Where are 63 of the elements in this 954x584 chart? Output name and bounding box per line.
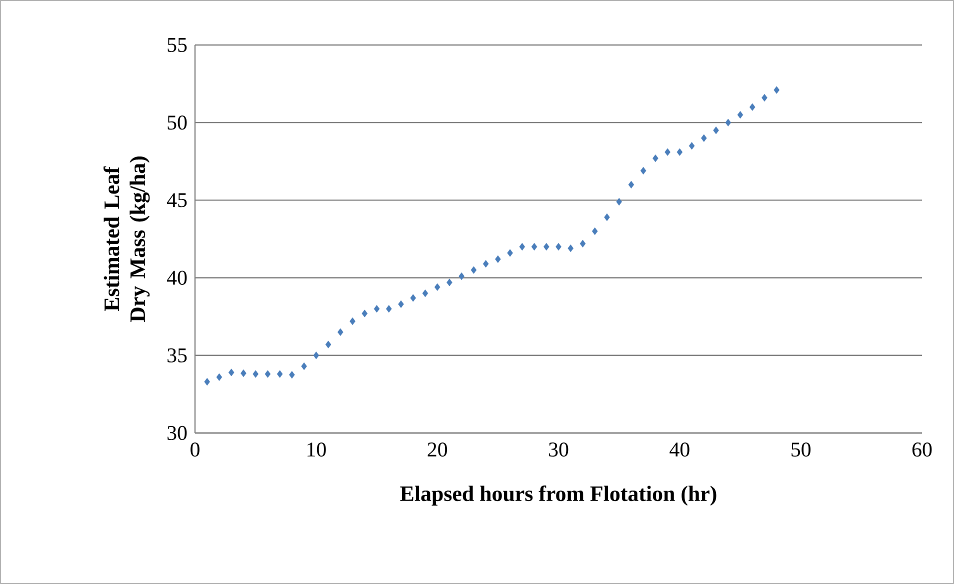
x-tick-label: 60 bbox=[912, 442, 932, 457]
point bbox=[386, 305, 392, 313]
point bbox=[301, 362, 307, 370]
point bbox=[580, 240, 586, 248]
x-tick-label: 0 bbox=[190, 442, 200, 457]
y-tick-label: 30 bbox=[168, 426, 187, 440]
point bbox=[628, 180, 634, 188]
x-tick-label: 40 bbox=[670, 442, 690, 457]
point bbox=[531, 242, 538, 251]
point bbox=[616, 198, 622, 206]
point bbox=[434, 283, 440, 291]
point bbox=[701, 134, 707, 142]
point bbox=[458, 272, 464, 280]
point bbox=[338, 328, 344, 336]
point bbox=[762, 94, 768, 102]
point bbox=[446, 278, 452, 286]
point bbox=[482, 260, 489, 268]
x-tick-label: 10 bbox=[308, 442, 326, 457]
x-tick-label: 50 bbox=[792, 442, 811, 457]
point bbox=[664, 148, 670, 156]
point bbox=[556, 242, 562, 251]
y-tick-label: 50 bbox=[168, 116, 187, 130]
point bbox=[544, 242, 550, 251]
point bbox=[592, 227, 598, 236]
point bbox=[264, 370, 271, 378]
x-tick-label: 30 bbox=[549, 442, 568, 457]
point bbox=[568, 244, 574, 252]
point bbox=[725, 118, 732, 126]
x-tick-label: 20 bbox=[428, 442, 448, 457]
point bbox=[495, 255, 501, 263]
point bbox=[362, 310, 368, 318]
point bbox=[507, 249, 513, 257]
y-axis-title: Estimated Leaf Dry Mass (kg/ha) bbox=[104, 156, 150, 322]
point bbox=[204, 378, 210, 386]
point bbox=[252, 370, 258, 378]
point bbox=[519, 242, 526, 251]
point bbox=[422, 290, 428, 298]
point bbox=[688, 142, 695, 150]
point bbox=[313, 352, 320, 360]
point bbox=[676, 148, 683, 156]
point bbox=[604, 213, 610, 222]
point bbox=[276, 370, 283, 378]
point bbox=[713, 126, 719, 134]
point bbox=[289, 371, 295, 379]
y-tick-label: 35 bbox=[168, 348, 187, 362]
point bbox=[652, 154, 658, 162]
point bbox=[470, 266, 477, 274]
point bbox=[749, 103, 756, 111]
point bbox=[640, 166, 646, 174]
point bbox=[774, 86, 780, 94]
point bbox=[410, 294, 416, 302]
point bbox=[398, 300, 404, 308]
point bbox=[737, 111, 744, 119]
x-axis-title: Elapsed hours from Flotation (hr) bbox=[400, 485, 716, 506]
point bbox=[228, 368, 234, 376]
y-tick-label: 45 bbox=[166, 193, 187, 208]
point bbox=[325, 340, 332, 348]
y-tick-label: 40 bbox=[166, 270, 187, 285]
point bbox=[374, 305, 380, 313]
point bbox=[240, 369, 246, 378]
y-tick-label: 55 bbox=[168, 38, 187, 52]
point bbox=[216, 373, 222, 381]
point bbox=[350, 317, 356, 326]
